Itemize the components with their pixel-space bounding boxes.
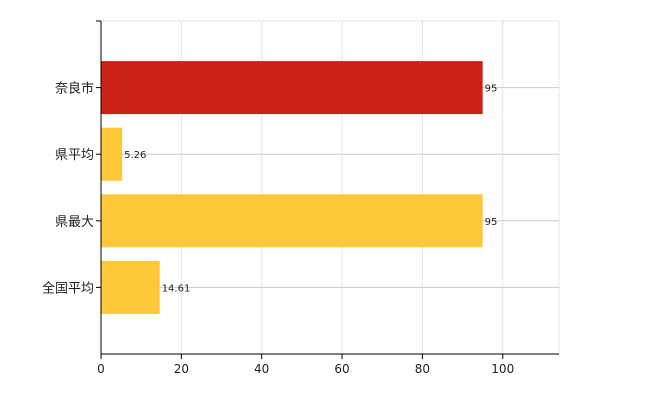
x-tick-label: 40: [254, 362, 269, 376]
x-tick-label: 0: [97, 362, 105, 376]
category-label: 奈良市: [55, 81, 94, 97]
x-tick-label: 80: [415, 362, 430, 376]
bars: [101, 61, 483, 314]
data-label: 14.61: [162, 283, 191, 294]
data-label: 95: [485, 84, 498, 95]
labels: 奈良市 95 県平均 5.26 県最大 95 全国平均 14.61 0 20 40 60 80 100: [42, 81, 514, 376]
bar-3: [101, 260, 160, 314]
x-tick-label: 100: [491, 362, 514, 376]
data-label: 95: [485, 217, 498, 228]
bar-1: [101, 127, 123, 181]
axes: [96, 20, 559, 359]
x-tick-label: 20: [174, 362, 189, 376]
category-label: 県平均: [55, 148, 94, 163]
bar-2: [101, 194, 483, 248]
category-label: 県最大: [55, 215, 94, 230]
data-label: 5.26: [124, 150, 146, 161]
x-tick-label: 60: [334, 362, 349, 376]
category-label: 全国平均: [42, 280, 94, 296]
bar-0: [101, 61, 483, 115]
